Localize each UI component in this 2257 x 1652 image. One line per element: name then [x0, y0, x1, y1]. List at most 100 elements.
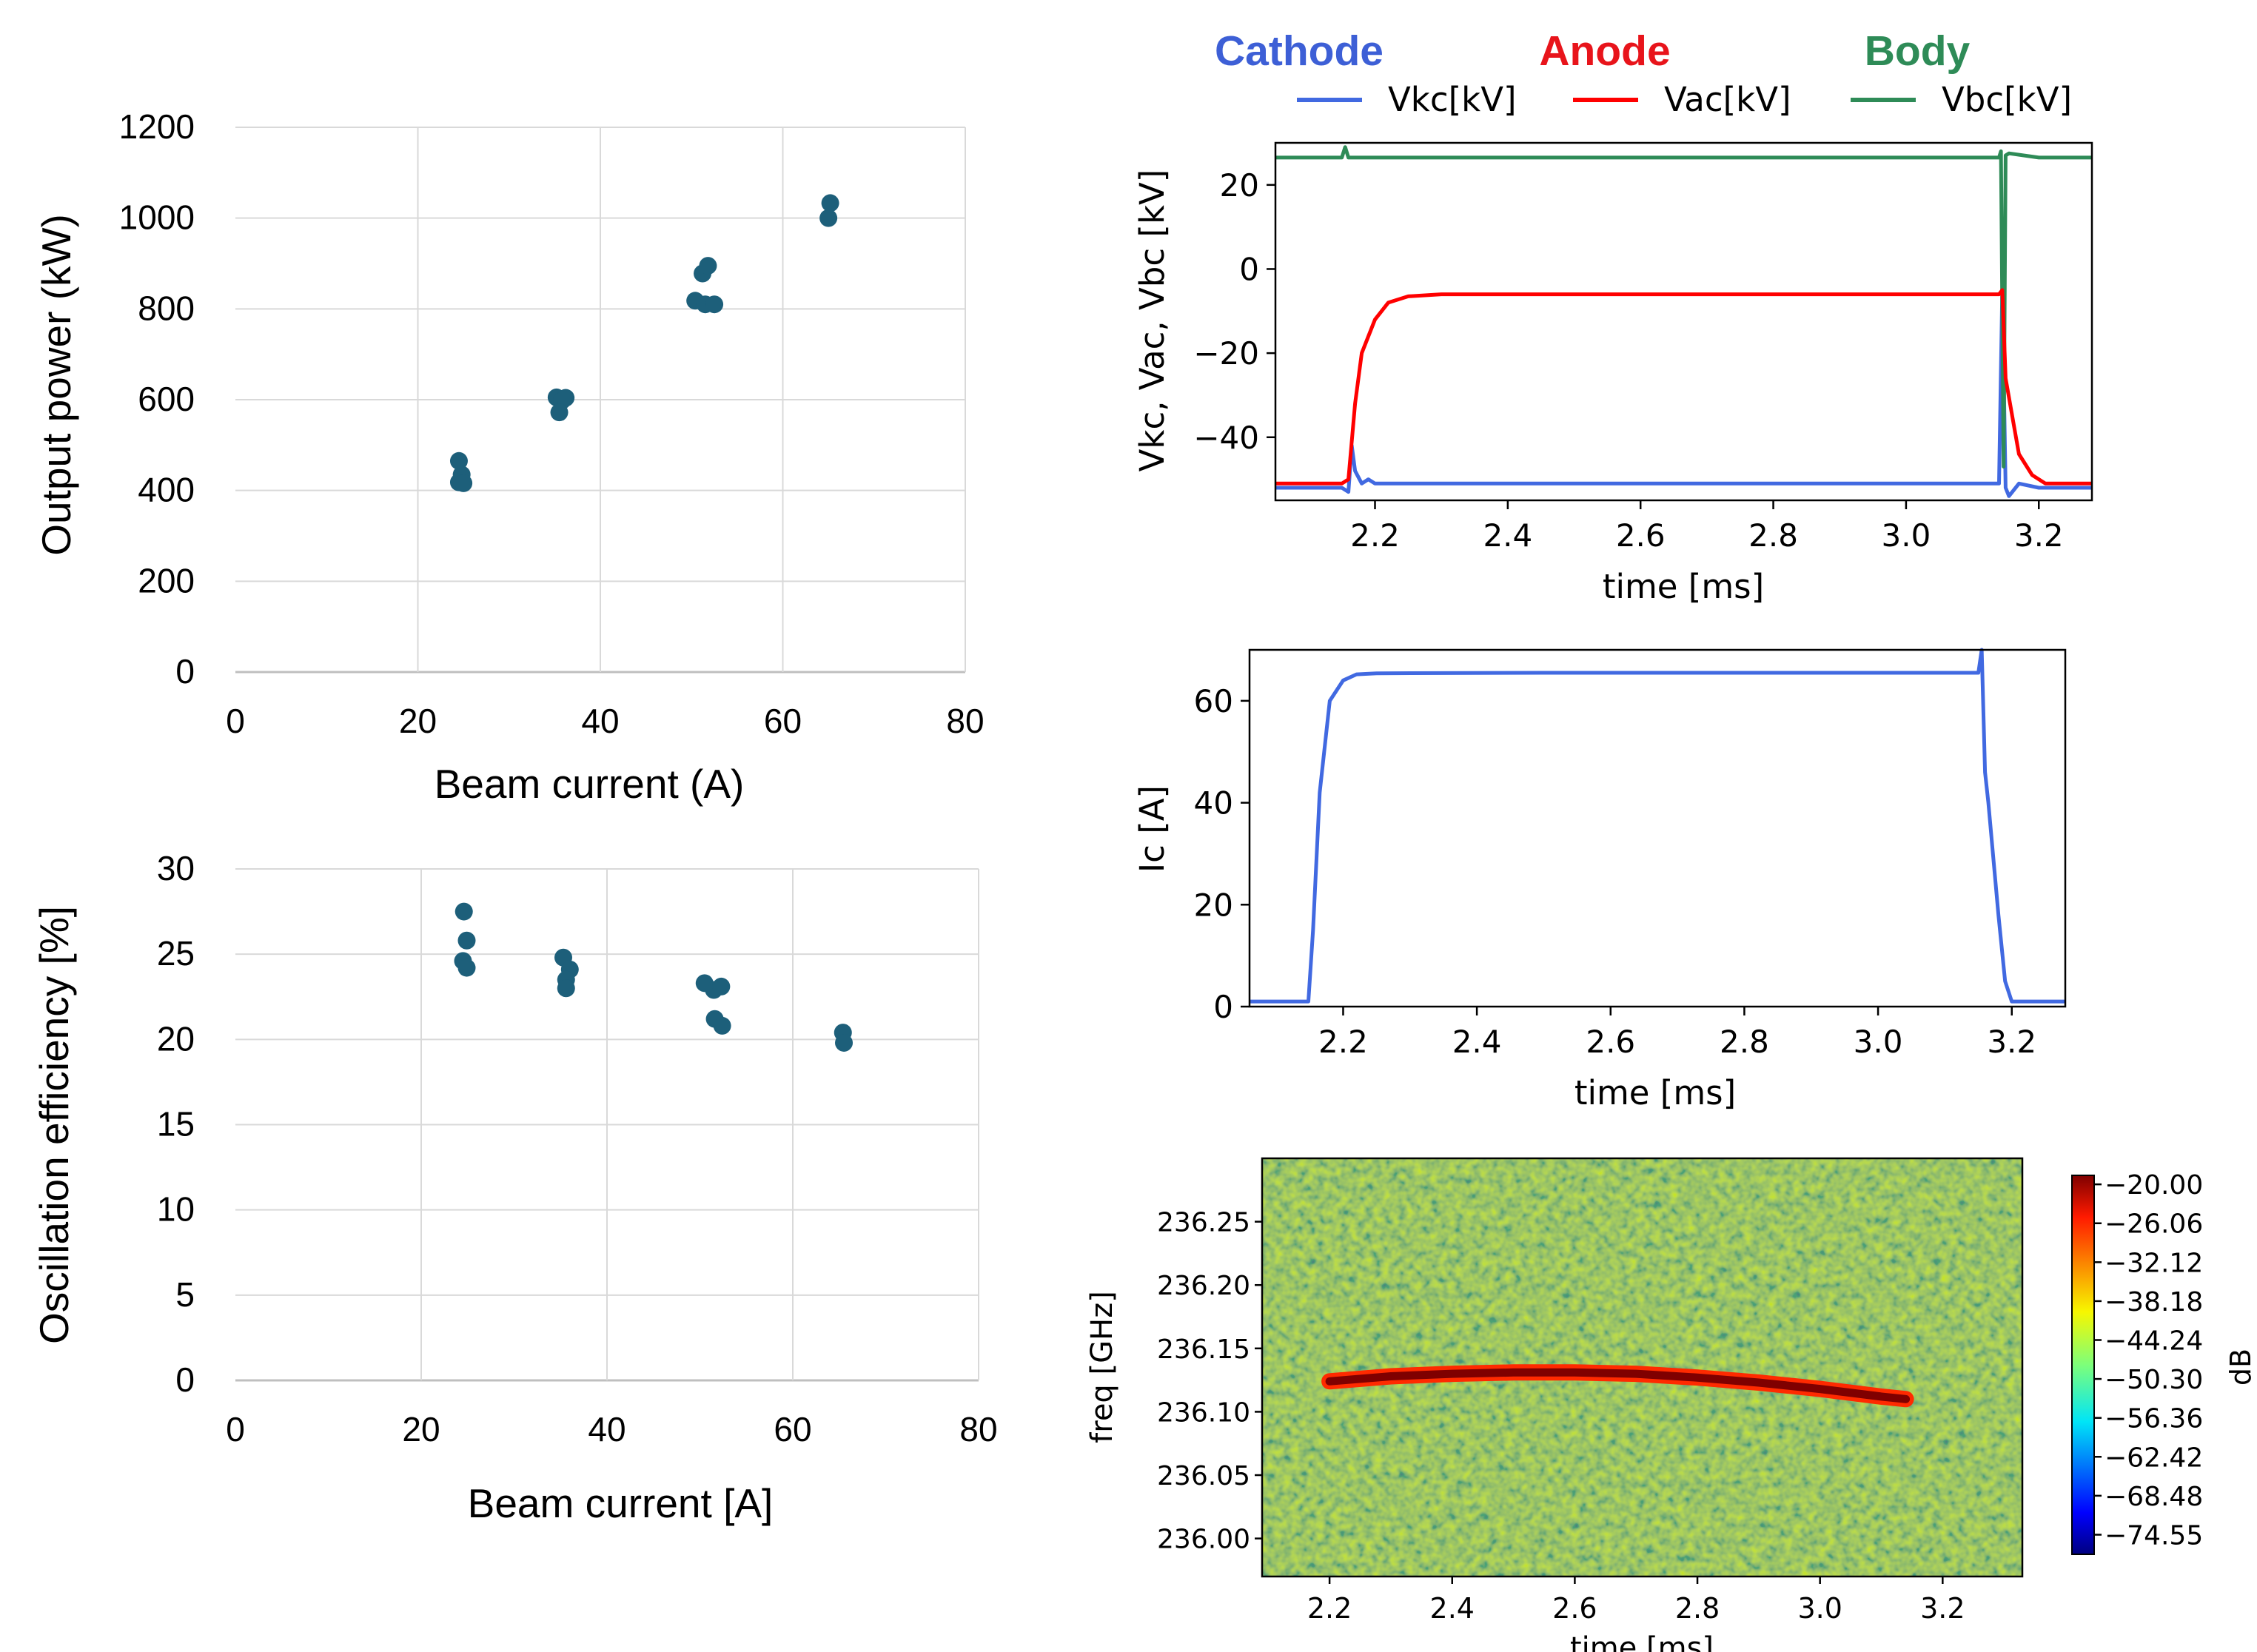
spectrogram-xtick-label: 2.8	[1675, 1592, 1720, 1625]
power-xtick-label: 40	[581, 702, 619, 740]
eff-point	[457, 958, 476, 977]
spectrogram-xtick-label: 3.2	[1920, 1592, 1965, 1625]
current-ylabel: Ic [A]	[1133, 785, 1172, 873]
eff-ytick-label: 20	[157, 1019, 195, 1058]
spectrogram-ytick-label: 236.15	[1157, 1334, 1250, 1365]
cur-xtick-label: 2.2	[1318, 1024, 1368, 1060]
spectrogram-xtick-label: 3.0	[1797, 1592, 1842, 1625]
legend-label-vkc: Vkc[kV]	[1388, 80, 1517, 119]
colorbar-tick-label: −32.12	[2105, 1248, 2203, 1278]
eff-ytick-label: 5	[175, 1275, 195, 1314]
volt-line-vackv	[1275, 288, 2092, 486]
spectrogram-ytick-label: 236.20	[1157, 1271, 1250, 1301]
eff-ytick-label: 25	[157, 934, 195, 973]
header-label-anode: Anode	[1539, 27, 1670, 75]
cur-ytick-label: 40	[1194, 785, 1233, 822]
volt-xtick-label: 2.4	[1483, 517, 1532, 554]
voltage-xlabel: time [ms]	[1603, 567, 1764, 606]
current-axes-frame	[1248, 648, 2067, 1008]
spectrogram-xtick-label: 2.2	[1307, 1592, 1352, 1625]
eff-xtick-label: 40	[588, 1410, 626, 1448]
spectrogram-ytick-label: 236.00	[1157, 1525, 1250, 1555]
spectrogram-ylabel: freq [GHz]	[1085, 1291, 1119, 1443]
spectrogram-axes-frame	[1261, 1157, 2024, 1578]
cur-xtick-label: 3.0	[1854, 1024, 1903, 1060]
cur-xtick-label: 2.8	[1720, 1024, 1769, 1060]
cur-xtick-label: 3.2	[1987, 1024, 2036, 1060]
power-xtick-label: 20	[399, 702, 437, 740]
volt-xtick-label: 3.0	[1882, 517, 1931, 554]
power-ytick-label: 400	[138, 471, 195, 509]
voltage-xtick-labels: 2.2 2.4 2.6 2.8 3.0 3.2	[1350, 500, 2064, 554]
spectrogram-xlabel: time [ms]	[1570, 1631, 1714, 1652]
spectrogram-xtick-label: 2.6	[1552, 1592, 1597, 1625]
power-xtick-labels: 0 20 40 60 80	[226, 702, 984, 740]
volt-line-vbckv	[1275, 145, 2092, 469]
spectrogram-chart: 236.25 236.20 236.15 236.10 236.05 236.00 2.2…	[1085, 1157, 2257, 1652]
eff-ytick-label: 15	[157, 1105, 195, 1144]
colorbar	[2071, 1175, 2095, 1555]
eff-ytick-label: 10	[157, 1190, 195, 1229]
voltage-axes-frame	[1274, 141, 2093, 502]
volt-xtick-label: 2.2	[1350, 517, 1400, 554]
eff-ytick-label: 0	[175, 1360, 195, 1399]
power-points	[449, 194, 839, 492]
colorbar-tick-label: −56.36	[2105, 1404, 2203, 1434]
cur-ytick-label: 20	[1194, 887, 1233, 923]
colorbar-tick-label: −20.00	[2105, 1170, 2203, 1201]
legend-label-vbc: Vbc[kV]	[1942, 80, 2072, 119]
power-ytick-label: 800	[138, 289, 195, 327]
spectrogram-xtick-labels: 2.2 2.4 2.6 2.8 3.0 3.2	[1307, 1577, 1965, 1625]
cur-xtick-label: 2.4	[1452, 1024, 1502, 1060]
eff-point	[455, 902, 473, 921]
power-ytick-label: 600	[138, 380, 195, 418]
voltage-series	[1275, 145, 2092, 498]
eff-xtick-label: 20	[402, 1410, 440, 1448]
volt-ytick-label: 20	[1220, 167, 1259, 204]
eff-xtick-label: 60	[774, 1410, 811, 1448]
spectrogram-ytick-labels: 236.25 236.20 236.15 236.10 236.05 236.00	[1157, 1208, 1262, 1555]
colorbar-tick-label: −68.48	[2105, 1482, 2203, 1512]
spectrogram-ytick-label: 236.25	[1157, 1208, 1250, 1238]
volt-xtick-label: 2.8	[1748, 517, 1798, 554]
current-series	[1250, 648, 2065, 1004]
spectrogram-xtick-label: 2.4	[1430, 1592, 1475, 1625]
power-point	[821, 194, 839, 212]
power-point	[550, 403, 569, 422]
spectrogram-ytick-label: 236.10	[1157, 1397, 1250, 1428]
eff-point	[835, 1033, 853, 1052]
cur-ytick-label: 0	[1213, 989, 1233, 1025]
eff-point	[557, 979, 575, 998]
spectrogram-signal-trace	[1321, 1364, 1914, 1408]
power-ytick-label: 1000	[119, 198, 195, 237]
power-ylabel: Output power (kW)	[33, 214, 79, 556]
efficiency-ylabel: Oscillation efficiency [%]	[31, 906, 77, 1344]
volt-ytick-label: 0	[1239, 251, 1259, 287]
power-point	[819, 209, 838, 227]
volt-xtick-label: 2.6	[1616, 517, 1666, 554]
spectrogram-trace-core	[1325, 1368, 1911, 1403]
voltage-ylabel: Vkc, Vac, Vbc [kV]	[1133, 169, 1172, 472]
voltage-legend: Vkc[kV] Vac[kV] Vbc[kV]	[1297, 80, 2072, 119]
cur-ytick-label: 60	[1194, 683, 1233, 719]
power-ytick-label: 200	[138, 561, 195, 600]
colorbar-tick-label: −38.18	[2105, 1287, 2203, 1317]
cur-line-ic	[1250, 648, 2065, 1004]
volt-xtick-label: 3.2	[2014, 517, 2064, 554]
eff-xtick-label: 0	[226, 1410, 245, 1448]
eff-ytick-label: 30	[157, 849, 195, 887]
legend-label-vac: Vac[kV]	[1664, 80, 1791, 119]
colorbar-tick-label: −74.55	[2105, 1521, 2203, 1551]
power-point	[557, 389, 575, 407]
efficiency-ytick-labels: 0 5 10 15 20 25 30	[157, 849, 195, 1399]
volt-ytick-label: −40	[1193, 420, 1259, 456]
power-point	[699, 257, 717, 275]
eff-xtick-label: 80	[959, 1410, 997, 1448]
volt-line-vkckv	[1275, 288, 2092, 498]
eff-point	[713, 1016, 731, 1035]
power-point	[455, 474, 473, 492]
power-point	[449, 451, 468, 470]
colorbar-label: dB	[2224, 1349, 2257, 1386]
colorbar-tick-labels: −20.00 −26.06 −32.12 −38.18 −44.24 −50.30 −56.…	[2094, 1170, 2203, 1551]
